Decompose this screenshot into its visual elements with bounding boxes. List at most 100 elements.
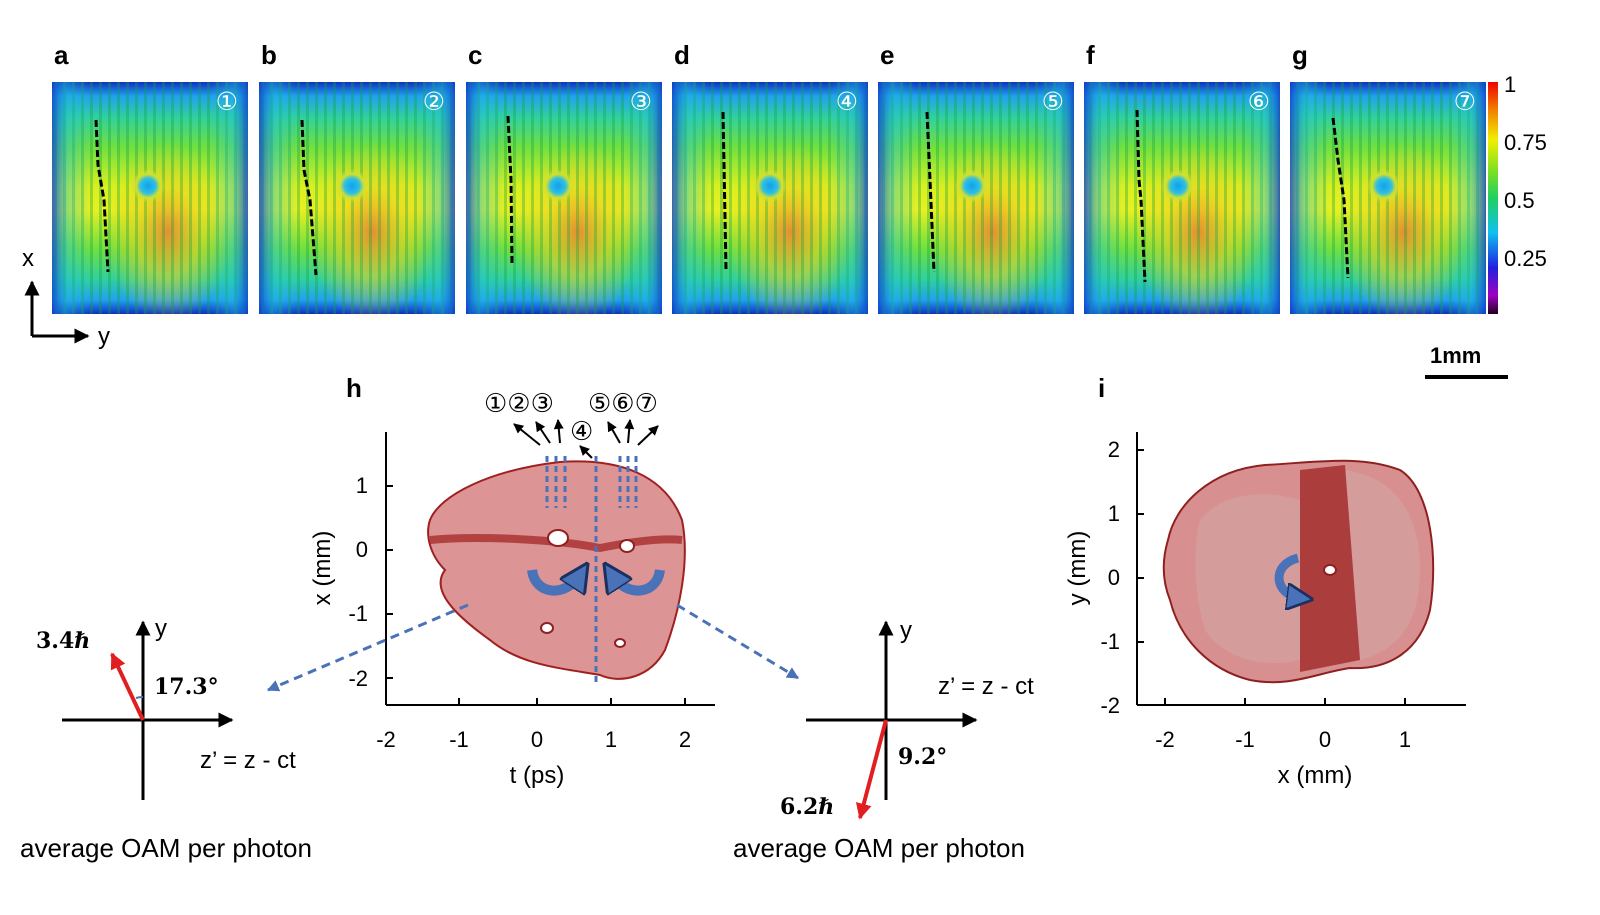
vortex-core	[955, 169, 989, 203]
slice-lines	[545, 456, 638, 684]
vortex-core	[1161, 169, 1195, 203]
panel-letter: h	[346, 373, 362, 403]
oam-value: 3.4ℏ	[36, 628, 90, 654]
x-tick: -1	[449, 727, 469, 752]
scalebar-label: 1mm	[1430, 343, 1481, 368]
vortex-core	[131, 169, 165, 203]
panel-letter: a	[54, 40, 69, 70]
x-tick: -2	[376, 727, 396, 752]
pulse-isosurface	[427, 460, 686, 680]
y-tick: -1	[348, 601, 368, 626]
heatmap-panel: g⑦	[1290, 40, 1486, 322]
oam-caption: average OAM per photon	[20, 833, 312, 863]
y-tick: 0	[1108, 565, 1120, 590]
panel-number-badge: ⑦	[1454, 87, 1476, 116]
rotation-arrow-icon	[1274, 553, 1300, 598]
oam-value: 6.2ℏ	[780, 794, 834, 820]
slice-marker-mid: ④	[570, 417, 593, 447]
oam-diagram-right: y 9.2° 6.2ℏ z’ = z - ct average OAM per …	[733, 617, 1034, 863]
colorbar-gradient	[1488, 82, 1498, 314]
x-tick: -1	[1235, 727, 1255, 752]
x-tick: 0	[531, 727, 543, 752]
oam-angle: 17.3°	[154, 674, 219, 700]
y-tick: -2	[1100, 693, 1120, 718]
panel-letter: b	[261, 40, 277, 70]
orientation-axes: x y	[22, 245, 110, 350]
phase-dislocation-line	[300, 119, 318, 276]
y-tick: 0	[356, 537, 368, 562]
panel-number-badge: ⑤	[1042, 87, 1064, 116]
phase-dislocation-line	[506, 115, 514, 266]
y-axis-label: y	[155, 615, 167, 642]
slice-markers-right: ⑤⑥⑦	[588, 389, 658, 419]
heatmap-panel: e⑤	[878, 40, 1074, 322]
x-tick: 0	[1319, 727, 1331, 752]
z-axis-label: z’ = z - ct	[200, 747, 296, 774]
panel-number-badge: ①	[216, 87, 238, 116]
rotation-arrow-icon	[527, 570, 580, 591]
oam-vector	[855, 719, 888, 820]
panel-letter: c	[468, 40, 482, 70]
y-tick: -1	[1100, 629, 1120, 654]
vortex-core	[541, 169, 575, 203]
oam-caption: average OAM per photon	[733, 833, 1025, 863]
panel-letter: f	[1086, 40, 1095, 70]
panel-letter: i	[1098, 373, 1105, 403]
y-tick: 1	[1108, 501, 1120, 526]
heatmap-panel: d④	[672, 40, 868, 322]
phase-dislocation-line	[1331, 117, 1350, 279]
panel-letter: d	[674, 40, 690, 70]
panel-number-badge: ②	[423, 87, 445, 116]
phase-dislocation-line	[721, 111, 728, 271]
heatmap-panel: f⑥	[1084, 40, 1280, 322]
panel-number-badge: ④	[836, 87, 858, 116]
z-axis-label: z’ = z - ct	[938, 673, 1034, 700]
panel-h: h ①②③ ④ ⑤⑥⑦	[266, 373, 800, 789]
x-tick: 1	[1399, 727, 1411, 752]
y-tick: 1	[356, 473, 368, 498]
panel-number-badge: ③	[630, 87, 652, 116]
y-tick: 2	[1108, 437, 1120, 462]
vortex-core	[753, 169, 787, 203]
y-axis-label: x (mm)	[309, 531, 336, 606]
colorbar: 1 0.75 0.5 0.25	[1488, 72, 1547, 314]
panel-letter: e	[880, 40, 894, 70]
y-axis-label: y	[900, 617, 912, 644]
x-tick: -2	[1155, 727, 1175, 752]
y-tick: -2	[348, 666, 368, 691]
heatmap-panel: a①	[52, 40, 248, 322]
oam-vector	[110, 652, 145, 721]
slice-markers-left: ①②③	[484, 389, 554, 419]
colorbar-tick: 0.5	[1504, 188, 1535, 213]
link-arrow-left	[266, 603, 469, 692]
phase-dislocation-line	[94, 119, 110, 273]
colorbar-tick: 0.25	[1504, 246, 1547, 271]
panel-i: i 2 1 0 -1 -2 -2 -1 0 1 x (mm) y (mm)	[1064, 373, 1466, 789]
vortex-hole	[619, 539, 635, 553]
oam-angle: 9.2°	[898, 744, 947, 770]
panel-letter: g	[1292, 40, 1308, 70]
y-axis-label: y (mm)	[1064, 531, 1091, 606]
scalebar: 1mm	[1425, 343, 1508, 379]
heatmap-panel: b②	[259, 40, 455, 322]
axis-x-label: x	[22, 245, 34, 272]
vortex-core	[1367, 169, 1401, 203]
colorbar-tick: 0.75	[1504, 130, 1547, 155]
vortex-core	[335, 169, 369, 203]
oam-diagram-left: y 3.4ℏ 17.3° z’ = z - ct average OAM per…	[20, 615, 312, 863]
phase-dislocation-line	[925, 111, 936, 273]
x-tick: 2	[679, 727, 691, 752]
x-axis-label: t (ps)	[510, 762, 565, 789]
panel-number-badge: ⑥	[1248, 87, 1270, 116]
rotation-arrow-icon	[612, 570, 665, 591]
vortex-hole	[1323, 564, 1337, 576]
colorbar-tick: 1	[1504, 72, 1516, 97]
x-axis-label: x (mm)	[1278, 762, 1353, 789]
link-arrow-right	[676, 603, 800, 680]
phase-dislocation-line	[1135, 109, 1147, 283]
vortex-hole	[547, 529, 569, 547]
marker-arrows	[513, 419, 659, 459]
x-tick: 1	[605, 727, 617, 752]
